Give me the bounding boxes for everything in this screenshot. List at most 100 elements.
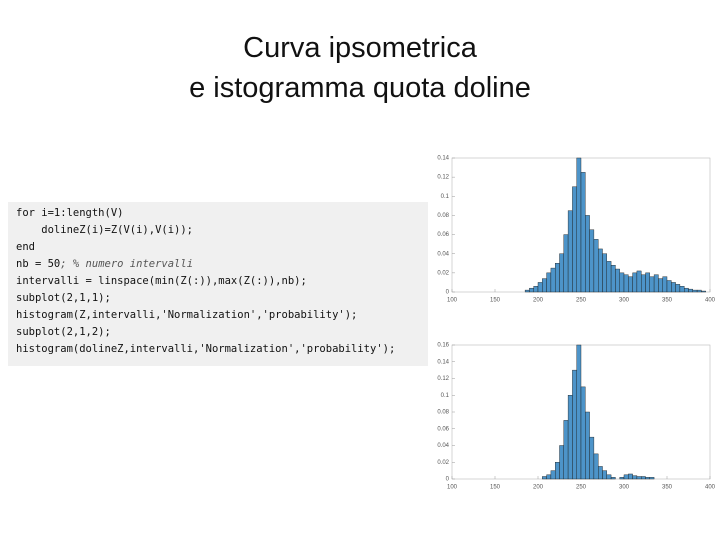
y-tick-label: 0.16 (437, 343, 449, 349)
bar (593, 239, 599, 293)
histogram: 0 0.02 0.04 0.06 0.08 0.1 0.12 0.14 0.16 100 150 20… (437, 343, 716, 491)
bar (533, 286, 539, 293)
code-line: end (16, 239, 428, 256)
bar (619, 477, 625, 480)
y-tick-label: 0.08 (437, 213, 449, 219)
y-tick-label: 0.1 (441, 393, 450, 399)
y-tick-label: 0 (446, 477, 450, 483)
code-line: nb = 50; % numero intervalli (16, 256, 428, 273)
y-tick-label: 0.08 (437, 410, 449, 416)
bar (666, 280, 672, 293)
bar (580, 386, 586, 480)
y-tick-label: 0.06 (437, 426, 449, 432)
title-line: Curva ipsometrica (243, 32, 477, 64)
code-line: histogram(dolineZ,intervalli,'Normalizat… (16, 341, 428, 358)
bar (701, 290, 706, 293)
bar (649, 276, 655, 293)
y-tick-label: 0.04 (437, 443, 449, 449)
code-line: dolineZ(i)=Z(V(i),V(i)); (16, 222, 428, 239)
x-tick-label: 350 (662, 298, 673, 304)
bar (597, 466, 603, 480)
bar (636, 476, 642, 480)
code-line: intervalli = linspace(min(Z(:)),max(Z(:)… (16, 273, 428, 290)
x-tick-label: 200 (533, 485, 544, 491)
bar (632, 272, 638, 293)
bar (640, 476, 646, 480)
bar (546, 272, 552, 293)
bar (606, 261, 612, 293)
code-text: nb = 50 (16, 258, 61, 270)
x-tick-label: 100 (447, 298, 458, 304)
bar (623, 474, 629, 480)
y-tick-label: 0.06 (437, 232, 449, 238)
bar (589, 436, 595, 480)
bar (542, 278, 547, 293)
histogram: 0 0.02 0.04 0.06 0.08 0.1 0.12 0.14 100 150 200 250… (437, 156, 716, 304)
code-line: subplot(2,1,1); (16, 290, 428, 307)
code-text: intervalli = linspace(min(Z(:)),max(Z(:)… (16, 275, 307, 287)
y-tick-label: 0.02 (437, 460, 449, 466)
x-tick-label: 400 (705, 485, 716, 491)
code-text: subplot(2,1,1); (16, 292, 111, 304)
bar (688, 288, 694, 293)
bar (593, 453, 599, 480)
slide-title: Curva ipsometrica e istogramma quota doli… (0, 28, 720, 108)
bar (610, 477, 616, 480)
y-tick-label: 0.1 (441, 194, 450, 200)
code-text: histogram(dolineZ,intervalli,'Normalizat… (16, 343, 396, 355)
bar (619, 272, 625, 293)
bar (585, 215, 590, 293)
bar (542, 476, 547, 480)
code-line: histogram(Z,intervalli,'Normalization','… (16, 307, 428, 324)
x-tick-label: 100 (447, 485, 458, 491)
bar (585, 411, 590, 480)
y-tick-label: 0.14 (437, 156, 449, 162)
x-tick-label: 150 (490, 298, 501, 304)
bar (537, 282, 543, 293)
code-block: for i=1:length(V) dolineZ(i)=Z(V(i),V(i)… (8, 202, 428, 366)
code-line: subplot(2,1,2); (16, 324, 428, 341)
bar (696, 289, 702, 293)
bar (632, 475, 638, 480)
code-text: dolineZ(i)=Z(V(i),V(i)); (16, 224, 194, 236)
y-tick-label: 0.14 (437, 359, 449, 365)
y-tick-label: 0.12 (437, 175, 449, 181)
title-line: e istogramma quota doline (189, 72, 531, 104)
bar (550, 470, 556, 480)
bar (602, 253, 607, 293)
bar (671, 282, 676, 293)
bar (559, 253, 565, 293)
x-tick-label: 400 (705, 298, 716, 304)
bar (576, 344, 582, 480)
bar (623, 274, 629, 293)
bar (679, 286, 685, 293)
bar (576, 157, 582, 293)
bar (589, 229, 595, 293)
bar (563, 234, 569, 293)
bar (550, 267, 556, 293)
bar (580, 172, 586, 293)
code-comment: ; % numero intervalli (60, 258, 194, 270)
bar (675, 284, 681, 293)
bar (559, 445, 565, 480)
bar (610, 264, 616, 293)
bar (546, 474, 552, 480)
bar (636, 270, 642, 293)
bar (554, 263, 560, 293)
x-tick-label: 300 (619, 485, 630, 491)
bar (602, 470, 607, 480)
bar (615, 268, 620, 293)
bar (645, 272, 651, 293)
bar (567, 395, 573, 480)
code-text: histogram(Z,intervalli,'Normalization','… (16, 309, 358, 321)
x-tick-label: 250 (576, 298, 587, 304)
bar (653, 274, 659, 293)
code-line: for i=1:length(V) (16, 205, 428, 222)
bar (563, 420, 569, 480)
bar (692, 289, 698, 293)
bar (628, 276, 633, 293)
bar (572, 186, 577, 293)
bar (649, 477, 655, 480)
x-tick-label: 350 (662, 485, 673, 491)
y-tick-label: 0.02 (437, 270, 449, 276)
